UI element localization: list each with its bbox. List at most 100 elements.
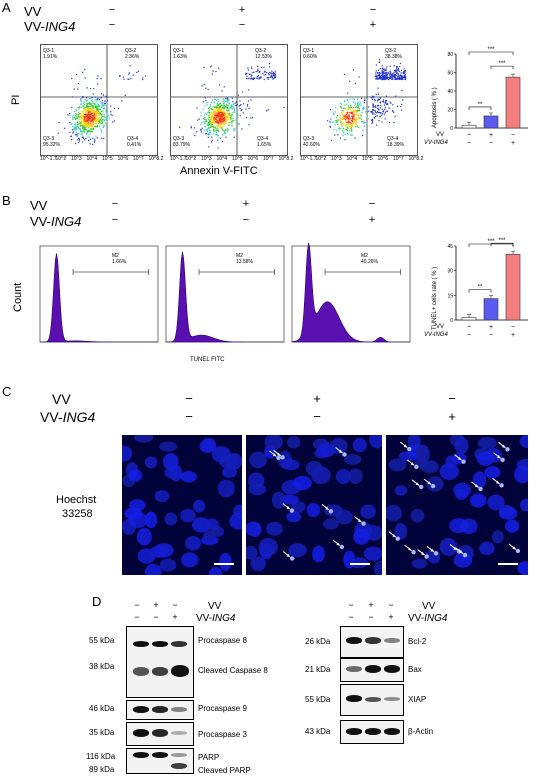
scatter-dot bbox=[97, 75, 99, 77]
scatter-dot bbox=[91, 98, 93, 100]
scatter-dot bbox=[348, 133, 350, 136]
scatter-dot bbox=[392, 104, 394, 106]
scatter-dot bbox=[223, 107, 225, 109]
scatter-dot bbox=[204, 121, 206, 123]
scatter-dot bbox=[223, 131, 225, 133]
panel-a-vv-sign: + bbox=[238, 4, 246, 16]
scatter-dot bbox=[362, 106, 364, 108]
scatter-dot bbox=[332, 112, 334, 114]
scatter-dot bbox=[351, 115, 354, 117]
scatter-dot bbox=[89, 105, 91, 108]
scatter-dot bbox=[80, 99, 82, 101]
scatter-dot bbox=[208, 129, 211, 132]
scatter-dot bbox=[210, 65, 212, 67]
scatter-dot bbox=[102, 127, 104, 129]
nucleus bbox=[291, 501, 306, 514]
scatter-dot bbox=[214, 114, 217, 117]
scatter-dot bbox=[218, 125, 221, 128]
scatter-dot bbox=[76, 128, 78, 130]
scatter-dot bbox=[91, 110, 93, 112]
nucleus bbox=[246, 545, 258, 560]
scatter-dot bbox=[71, 106, 73, 109]
panel-a-y-axis-label: PI bbox=[10, 94, 22, 105]
scatter-dot bbox=[85, 109, 87, 111]
scatter-dot bbox=[99, 113, 101, 116]
band bbox=[384, 665, 400, 673]
y-tick-label: 0 bbox=[450, 126, 453, 132]
vv-label: VV bbox=[436, 132, 444, 138]
scatter-dot bbox=[88, 103, 90, 105]
x-tick-label: 10^8.2 bbox=[278, 156, 294, 162]
scatter-dot bbox=[215, 130, 217, 132]
quadrant-value: 0.41% bbox=[127, 142, 142, 148]
scatter-dot bbox=[339, 102, 341, 105]
scatter-dot bbox=[252, 78, 255, 81]
scatter-dot bbox=[243, 103, 245, 105]
scatter-dot bbox=[93, 117, 95, 119]
scatter-dot bbox=[376, 77, 378, 80]
scatter-dot bbox=[84, 109, 86, 111]
scatter-dot bbox=[385, 103, 388, 105]
scatter-dot bbox=[212, 110, 214, 112]
scatter-dot bbox=[225, 114, 227, 116]
scatter-dot bbox=[380, 77, 382, 79]
scatter-dot bbox=[217, 110, 219, 112]
scatter-dot bbox=[106, 100, 109, 102]
scatter-dot bbox=[219, 109, 222, 111]
scatter-dot bbox=[364, 121, 366, 123]
scatter-dot bbox=[216, 129, 218, 131]
scatter-dot bbox=[360, 118, 363, 120]
scatter-dot bbox=[219, 106, 221, 108]
scatter-dot bbox=[202, 121, 204, 123]
scatter-dot bbox=[95, 122, 98, 124]
scatter-dot bbox=[97, 104, 99, 106]
scatter-dot bbox=[110, 105, 112, 107]
scatter-dot bbox=[270, 74, 273, 76]
scatter-dot bbox=[379, 75, 381, 78]
scatter-dot bbox=[71, 118, 74, 120]
scatter-dot bbox=[85, 106, 87, 108]
scatter-dot bbox=[377, 98, 379, 100]
scatter-dot bbox=[225, 115, 227, 118]
blot-procaspase9 bbox=[126, 700, 194, 720]
scatter-dot bbox=[344, 133, 346, 135]
scatter-dot bbox=[89, 125, 91, 127]
scatter-dot bbox=[204, 116, 206, 118]
scatter-dot bbox=[371, 112, 373, 114]
scatter-dot bbox=[347, 120, 350, 122]
scatter-dot bbox=[389, 70, 391, 73]
scatter-dot bbox=[387, 103, 389, 105]
scatter-dot bbox=[209, 126, 212, 128]
scatter-dot bbox=[215, 99, 217, 101]
scatter-dot bbox=[193, 127, 196, 129]
scatter-dot bbox=[97, 107, 99, 110]
scatter-dot bbox=[82, 96, 84, 98]
panel-c-ing4-label: VV-ING4 bbox=[40, 409, 96, 425]
scatter-dot bbox=[88, 112, 90, 114]
gate-label: M2 bbox=[236, 253, 243, 259]
scatter-dot bbox=[351, 120, 354, 123]
scatter-dot bbox=[224, 113, 226, 115]
band bbox=[346, 728, 362, 735]
scatter-dot bbox=[231, 125, 233, 127]
scatter-dot bbox=[81, 121, 83, 124]
scatter-dot bbox=[94, 120, 96, 122]
scatter-dot bbox=[382, 73, 384, 76]
scatter-dot bbox=[205, 100, 207, 102]
scatter-dot bbox=[228, 109, 230, 111]
scatter-dot bbox=[329, 126, 332, 128]
scatter-dot bbox=[216, 120, 218, 122]
scatter-dot bbox=[212, 70, 214, 72]
blot-parp bbox=[126, 748, 194, 774]
scatter-dot bbox=[267, 77, 269, 79]
scatter-dot bbox=[391, 74, 393, 76]
scatter-dot bbox=[341, 125, 343, 127]
kda-label: 89 kDa bbox=[89, 765, 115, 774]
gate-label: M2 bbox=[361, 253, 368, 259]
scatter-dot bbox=[76, 135, 78, 137]
panel-b-ing4-sign: − bbox=[111, 214, 119, 226]
scatter-dot bbox=[223, 119, 225, 121]
scatter-dot bbox=[96, 105, 98, 108]
scatter-dot bbox=[214, 118, 217, 120]
scatter-dot bbox=[349, 112, 352, 114]
